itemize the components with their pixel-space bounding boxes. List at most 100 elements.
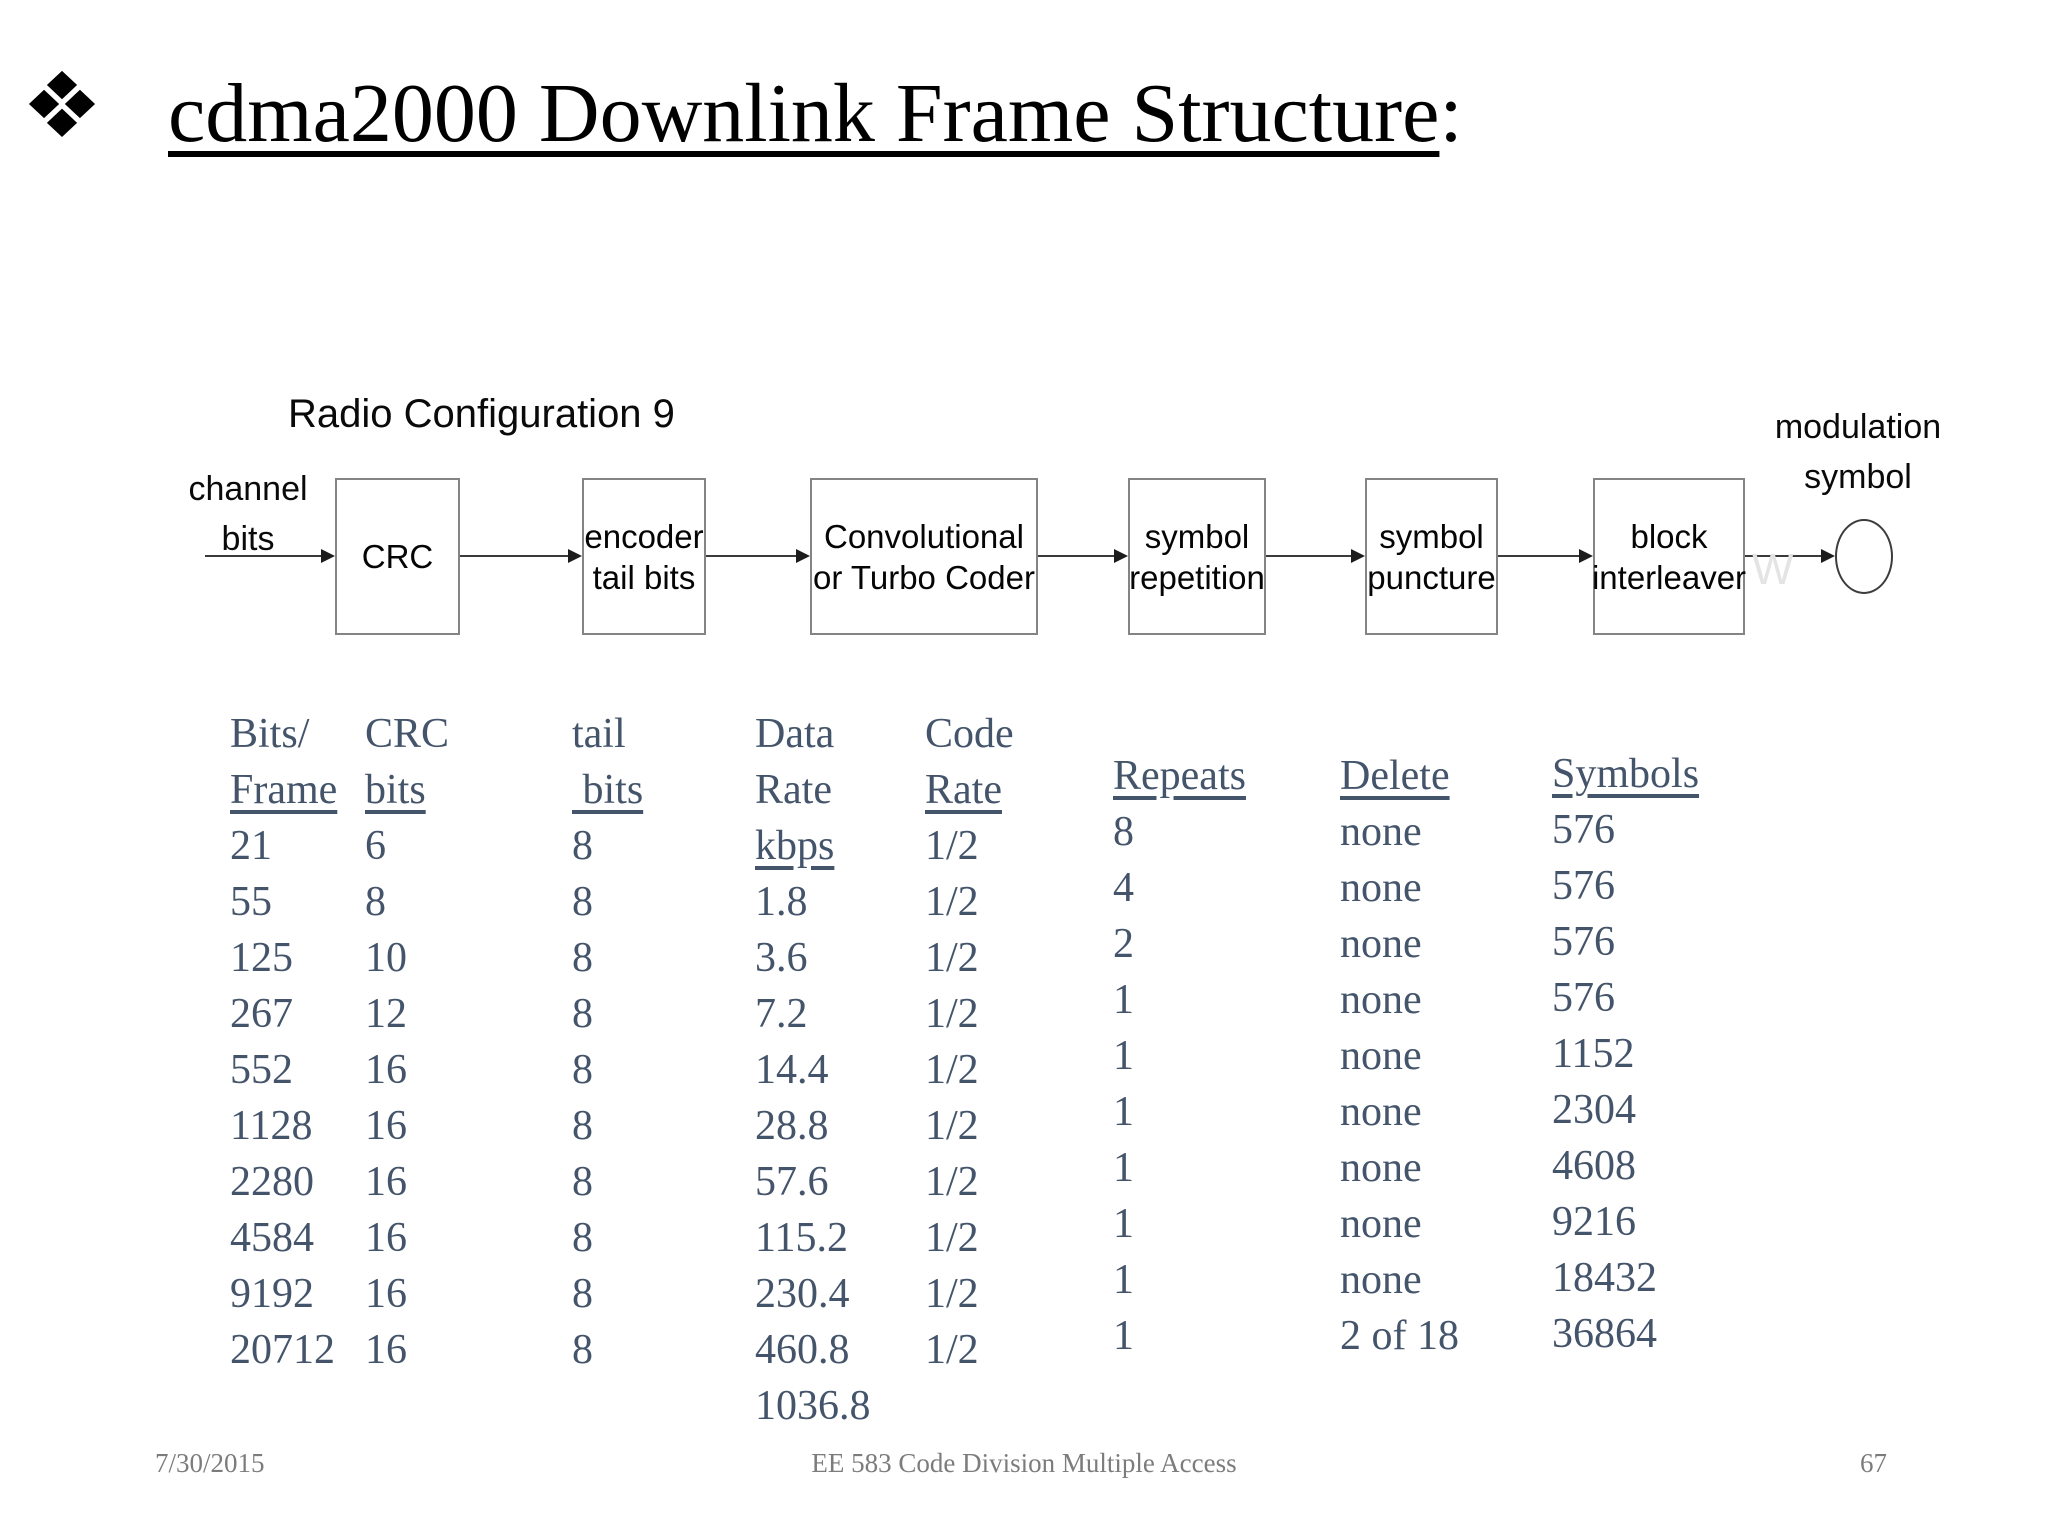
table-column-repeats: Repeats 8 4 2 1 1 1 1 1 1 1	[1113, 748, 1246, 1364]
table-cell: 16	[365, 1215, 407, 1261]
table-cell: 55	[230, 879, 272, 925]
table-cell: 1/2	[925, 935, 979, 981]
table-cell: none	[1340, 1033, 1422, 1079]
column-header-line: Repeats	[1113, 753, 1246, 799]
table-cell: 6	[365, 823, 386, 869]
table-cell: 1/2	[925, 1047, 979, 1093]
table-column-symbols: Symbols 576 576 576 576 1152 2304 4608 9216 18432…	[1552, 746, 1699, 1362]
flow-arrow	[1498, 549, 1593, 563]
table-cell: 230.4	[755, 1271, 850, 1317]
table-cell: 4608	[1552, 1143, 1636, 1189]
table-cell: none	[1340, 921, 1422, 967]
diagram-box-label: Convolutional or Turbo Coder	[813, 517, 1035, 596]
table-cell: 7.2	[755, 991, 808, 1037]
footer-course-title: EE 583 Code Division Multiple Access	[811, 1448, 1237, 1478]
table-cell: 8	[572, 1159, 593, 1205]
diamond-bullet-icon	[28, 70, 96, 137]
table-cell: none	[1340, 1145, 1422, 1191]
column-header-line: Code	[925, 711, 1014, 757]
table-cell: 1/2	[925, 823, 979, 869]
table-cell: 8	[572, 823, 593, 869]
column-header-line: bits	[572, 767, 644, 813]
diagram-box-encoder-tail-bits: encoder tail bits	[582, 478, 706, 635]
column-header-line: tail	[572, 711, 626, 757]
table-cell: 576	[1552, 975, 1615, 1021]
diagram-box-label: CRC	[361, 538, 434, 575]
table-cell: 16	[365, 1047, 407, 1093]
column-header-line: Delete	[1340, 753, 1450, 799]
footer-date: 7/30/2015	[155, 1448, 265, 1478]
table-cell: 8	[365, 879, 386, 925]
title-colon: :	[1439, 67, 1463, 160]
table-cell: 1	[1113, 1257, 1134, 1303]
table-cell: 1/2	[925, 1103, 979, 1149]
table-cell: 1	[1113, 1089, 1134, 1135]
diagram-box-crc: CRC	[335, 478, 460, 635]
table-cell: 4	[1113, 865, 1134, 911]
table-cell: 2	[1113, 921, 1134, 967]
table-cell: 2304	[1552, 1087, 1636, 1133]
diagram-box-label: symbol puncture	[1367, 517, 1496, 596]
table-cell: 2280	[230, 1159, 314, 1205]
table-cell: 8	[572, 1047, 593, 1093]
table-cell: 1	[1113, 977, 1134, 1023]
table-cell: 1/2	[925, 879, 979, 925]
flow-arrow	[706, 549, 810, 563]
table-cell: 1128	[230, 1103, 313, 1149]
title-text: cdma2000 Downlink Frame Structure	[168, 67, 1440, 160]
modulation-symbol-ellipse	[1835, 519, 1893, 594]
table-cell: 1.8	[755, 879, 808, 925]
table-cell: 1/2	[925, 1271, 979, 1317]
table-cell: 8	[1113, 809, 1134, 855]
table-cell: 1	[1113, 1313, 1134, 1359]
channel-bits-label: channel bits	[188, 470, 308, 558]
column-header-line: Symbols	[1552, 751, 1700, 797]
table-cell: 28.8	[755, 1103, 829, 1149]
table-cell: 12	[365, 991, 407, 1037]
column-header-line: CRC	[365, 711, 450, 757]
flow-arrow	[1266, 549, 1365, 563]
table-cell: none	[1340, 1201, 1422, 1247]
column-header-line: Bits/	[230, 711, 310, 757]
table-cell: 267	[230, 991, 293, 1037]
column-header-line: Frame	[230, 767, 338, 813]
diagram-box-convolutional-turbo-coder: Convolutional or Turbo Coder	[810, 478, 1038, 635]
radio-configuration-label: Radio Configuration 9	[288, 392, 675, 436]
table-cell: 16	[365, 1271, 407, 1317]
table-cell: 8	[572, 879, 593, 925]
table-column-code-rate: Code Rate 1/2 1/2 1/2 1/2 1/2 1/2 1/2 1/2 1/2 1/2	[925, 706, 1014, 1378]
table-column-tail-bits: tail bits 8 8 8 8 8 8 8 8 8 8	[572, 706, 643, 1378]
table-cell: 14.4	[755, 1047, 829, 1093]
table-cell: 16	[365, 1103, 407, 1149]
table-cell: 1/2	[925, 1159, 979, 1205]
watermark-letter: W	[1752, 545, 1794, 594]
flow-arrow	[460, 549, 582, 563]
table-column-crc-bits: CRC bits 6 8 10 12 16 16 16 16 16 16	[365, 706, 449, 1378]
table-cell: 8	[572, 1215, 593, 1261]
table-cell: 576	[1552, 807, 1615, 853]
column-header-line: kbps	[755, 823, 835, 869]
table-cell: none	[1340, 809, 1422, 855]
table-cell: 16	[365, 1159, 407, 1205]
table-cell: none	[1340, 977, 1422, 1023]
table-cell: 1/2	[925, 1327, 979, 1373]
table-cell: 10	[365, 935, 407, 981]
table-cell: 552	[230, 1047, 293, 1093]
column-header-line: Rate	[925, 767, 1002, 813]
table-cell: 57.6	[755, 1159, 829, 1205]
table-cell: 9192	[230, 1271, 314, 1317]
diagram-box-block-interleaver: block interleaver	[1592, 478, 1746, 635]
table-cell: 460.8	[755, 1327, 850, 1373]
table-cell: 9216	[1552, 1199, 1636, 1245]
table-cell: 18432	[1552, 1255, 1657, 1301]
table-cell: 125	[230, 935, 293, 981]
table-cell: 8	[572, 935, 593, 981]
table-cell: none	[1340, 1089, 1422, 1135]
table-column-data-rate: Data Rate kbps 1.8 3.6 7.2 14.4 28.8 57.6 115.2 23…	[755, 706, 871, 1434]
table-cell: 576	[1552, 919, 1615, 965]
flow-arrow	[1745, 549, 1835, 563]
table-cell: 115.2	[755, 1215, 848, 1261]
table-cell: 8	[572, 1271, 593, 1317]
diagram-box-label: symbol repetition	[1129, 517, 1265, 596]
